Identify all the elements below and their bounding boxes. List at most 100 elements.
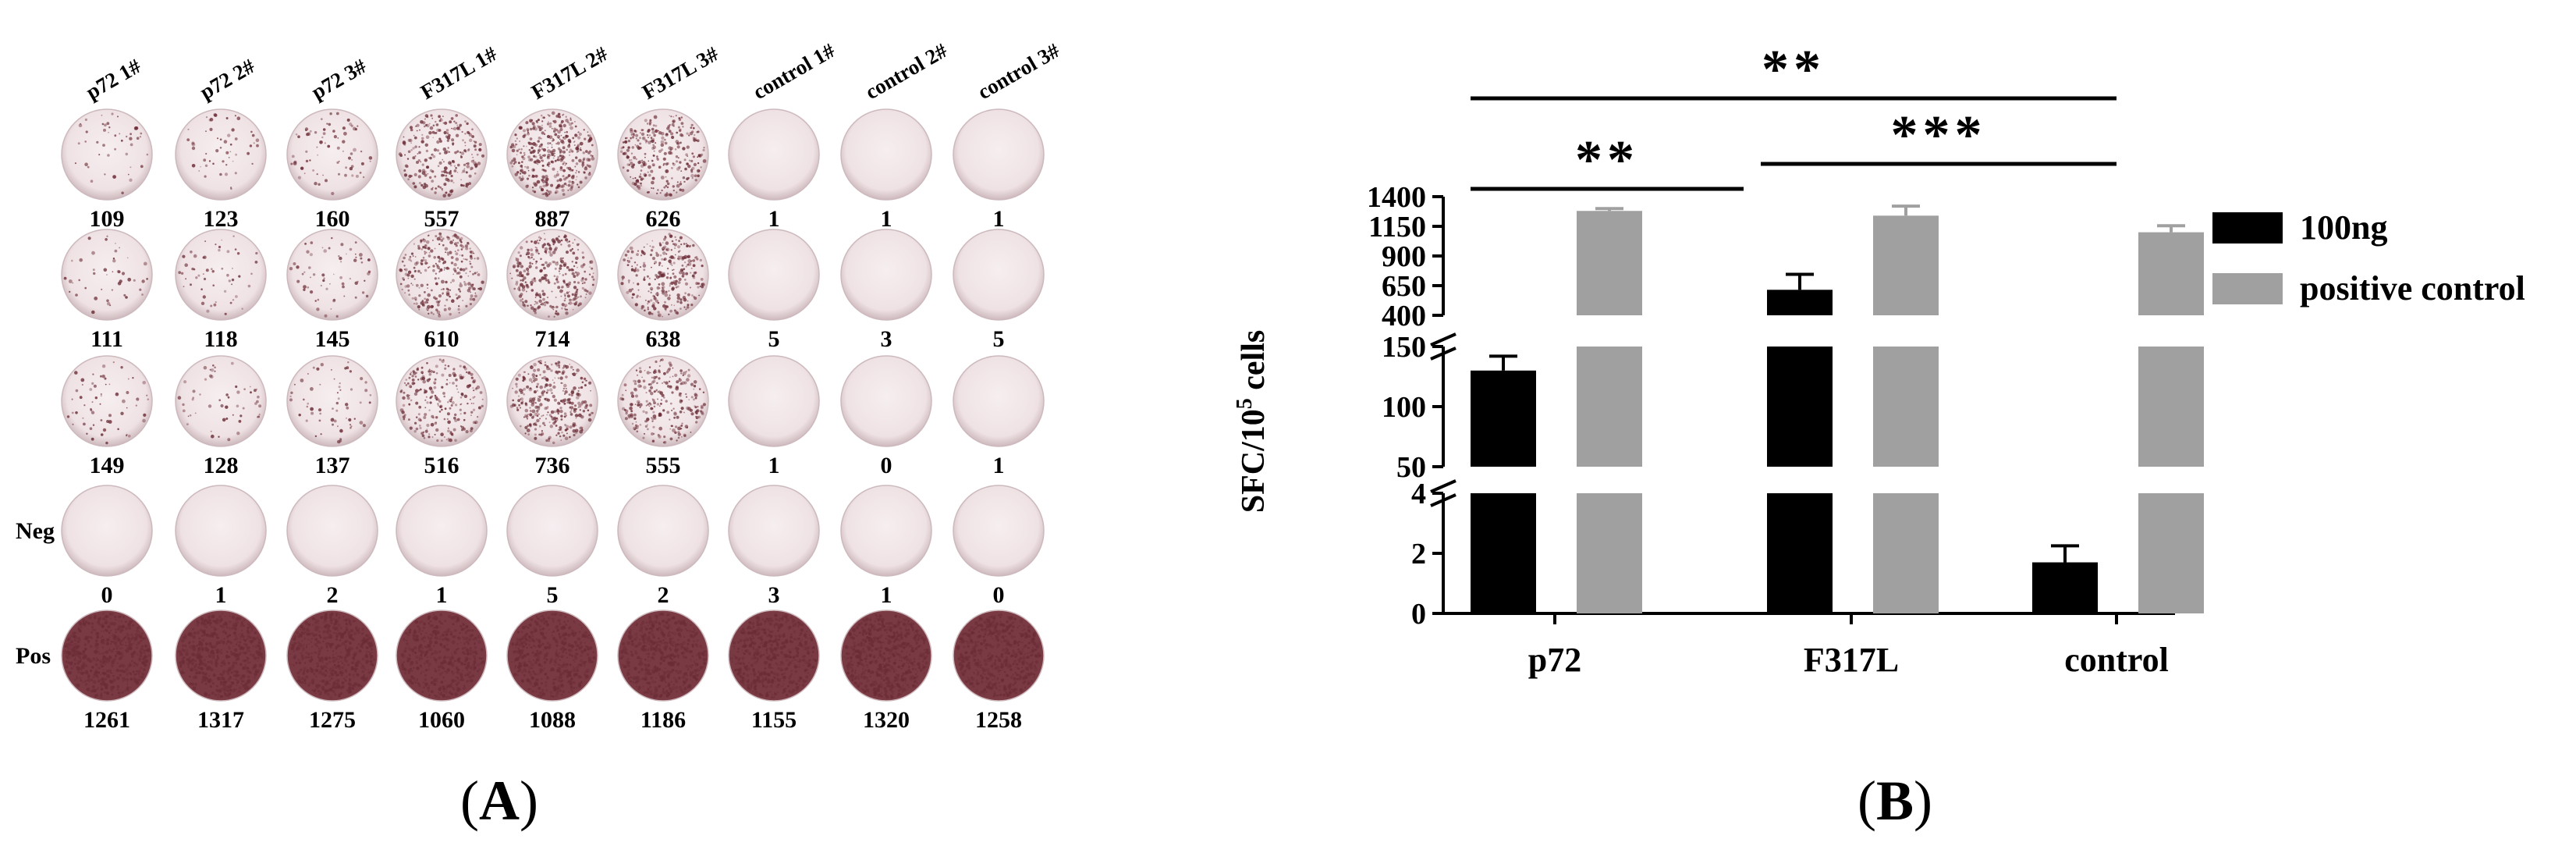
elispot-well: [175, 610, 267, 702]
y-tick-label: 100: [1382, 391, 1426, 424]
elispot-well-grid: (A) p72 1# p72 2# p72 3# F317L 1# F317L 2# F3…: [16, 38, 1064, 832]
elispot-well: [617, 229, 709, 321]
elispot-well: [396, 610, 488, 702]
elispot-well: [728, 229, 820, 321]
elispot-well: [617, 610, 709, 702]
spot-count: 2: [327, 582, 339, 608]
elispot-well: [396, 229, 488, 321]
bar-positive-control-p72: [1577, 347, 1642, 467]
elispot-well: [506, 355, 598, 447]
spot-count: 1258: [975, 707, 1022, 733]
spot-count: 1: [881, 582, 892, 608]
column-header: p72 2#: [196, 54, 259, 104]
row-label: Pos: [16, 643, 51, 669]
bar-100ng-F317L: [1767, 347, 1833, 467]
y-tick-label: 2: [1411, 538, 1426, 571]
spot-count: 1060: [418, 707, 465, 733]
elispot-well: [175, 485, 267, 577]
elispot-well: [396, 108, 488, 201]
elispot-well: [506, 485, 598, 577]
y-tick-label: 4: [1411, 478, 1426, 510]
bar-100ng-p72: [1471, 370, 1536, 467]
bar-positive-control-F317L: [1873, 347, 1939, 467]
column-header: p72 1#: [82, 54, 145, 104]
y-tick-label: 150: [1382, 331, 1426, 364]
spot-count: 1261: [83, 707, 130, 733]
elispot-well: [840, 485, 932, 577]
elispot-well: [61, 610, 153, 702]
spot-count: 1317: [197, 707, 244, 733]
elispot-well: [61, 108, 153, 201]
y-tick-label: 0: [1411, 598, 1426, 631]
spot-count: 3: [881, 326, 892, 352]
y-tick-label: 400: [1382, 300, 1426, 332]
elispot-well: [396, 355, 488, 447]
elispot-well: [953, 108, 1045, 201]
spot-count: 2: [658, 582, 669, 608]
bar-100ng-F317L: [1767, 290, 1833, 315]
spot-count: 128: [204, 453, 239, 478]
legend-label: positive control: [2300, 269, 2525, 307]
spot-count: 555: [646, 453, 681, 478]
axis-break-mark: [1430, 332, 1457, 347]
elispot-well: [617, 485, 709, 577]
spot-count: 118: [204, 326, 237, 352]
elispot-well: [175, 229, 267, 321]
elispot-well: [61, 229, 153, 321]
spot-count: 0: [101, 582, 113, 608]
significance-label: **: [1762, 40, 1826, 100]
axis-break-mark: [1430, 347, 1457, 361]
spot-count: 516: [424, 453, 459, 478]
legend-label: 100ng: [2300, 208, 2387, 247]
y-tick-label: 650: [1382, 270, 1426, 303]
x-category-label: p72: [1528, 641, 1581, 679]
bar-positive-control-p72: [1577, 493, 1642, 613]
elispot-well: [840, 108, 932, 201]
spot-count: 0: [881, 453, 892, 478]
spot-count: 1: [768, 453, 780, 478]
elispot-well: [286, 108, 378, 201]
column-header: F317L 1#: [417, 41, 501, 104]
spot-count: 3: [768, 582, 780, 608]
elispot-well: [286, 229, 378, 321]
spot-count: 109: [90, 206, 125, 232]
elispot-well: [286, 355, 378, 447]
y-tick-label: 50: [1396, 451, 1426, 484]
elispot-well: [953, 610, 1045, 702]
column-header: control 3#: [974, 38, 1064, 104]
column-header: control 1#: [749, 38, 839, 104]
bar-100ng-F317L: [1767, 493, 1833, 613]
spot-count: 149: [90, 453, 125, 478]
spot-count: 1: [768, 206, 780, 232]
spot-count: 5: [768, 326, 780, 352]
spot-count: 1155: [751, 707, 797, 733]
elispot-well: [61, 355, 153, 447]
spot-count: 160: [315, 206, 350, 232]
sfc-bar-chart: SFC/105 cells (B) 0 2 450 100 15040065090011…: [1233, 40, 2525, 832]
x-category-label: F317L: [1804, 641, 1899, 679]
column-header: F317L 2#: [527, 41, 612, 104]
elispot-well: [286, 485, 378, 577]
spot-count: 111: [90, 326, 123, 352]
elispot-well: [396, 485, 488, 577]
bar-positive-control-F317L: [1873, 493, 1939, 613]
bar-100ng-p72: [1471, 493, 1536, 613]
row-label: Neg: [16, 518, 55, 544]
x-category-label: control: [2064, 641, 2169, 679]
bar-positive-control-control: [2138, 232, 2204, 315]
spot-count: 123: [204, 206, 239, 232]
spot-count: 1: [993, 206, 1005, 232]
spot-count: 736: [535, 453, 570, 478]
spot-count: 1: [881, 206, 892, 232]
spot-count: 1088: [529, 707, 576, 733]
spot-count: 1186: [640, 707, 686, 733]
elispot-well: [617, 355, 709, 447]
spot-count: 626: [646, 206, 681, 232]
y-tick-label: 900: [1382, 240, 1426, 273]
elispot-well: [506, 108, 598, 201]
elispot-well: [506, 610, 598, 702]
panel-b-label: (B): [1857, 770, 1932, 832]
elispot-well: [840, 610, 932, 702]
elispot-well: [840, 229, 932, 321]
legend-swatch: [2212, 273, 2283, 304]
